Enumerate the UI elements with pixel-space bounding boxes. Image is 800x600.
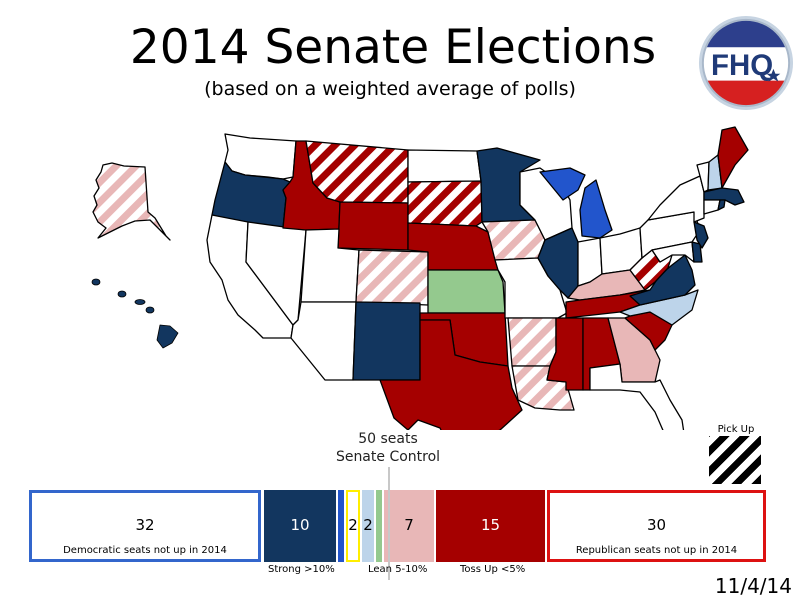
svg-text:FHQ: FHQ [711, 49, 773, 82]
state-ak [92, 162, 171, 241]
dem-not-up-segment: 32 Democratic seats not up in 2014 [29, 490, 261, 562]
state-wy [337, 201, 409, 251]
state-nd [407, 149, 482, 183]
state-az [290, 301, 357, 381]
date-label: 11/4/14 [714, 574, 792, 598]
lean-rep-segment: 7 [384, 490, 434, 562]
strong-dem-segment: 10 [264, 490, 336, 562]
rep-not-up-caption: Republican seats not up in 2014 [575, 545, 738, 556]
state-hi [91, 278, 101, 286]
state-ks [427, 269, 506, 314]
state-ct [703, 199, 721, 215]
state-tx [379, 319, 523, 430]
pickup-label: Pick Up [717, 424, 755, 435]
state-ar [507, 317, 557, 367]
senate-control-line [388, 467, 390, 580]
strong-label: Strong >10% [268, 564, 335, 575]
page-title: 2014 Senate Elections [0, 22, 800, 74]
tossup-label: Toss Up <5% [460, 564, 526, 575]
control-seats-text: 50 seats [358, 431, 418, 447]
pickup-pattern-swatch [709, 436, 761, 484]
state-de [691, 241, 703, 263]
state-mi [539, 167, 613, 239]
state-me [717, 126, 749, 189]
rep-not-up-count: 30 [646, 516, 667, 534]
lean-dem-segment: 2 [362, 490, 374, 562]
state-co [355, 249, 429, 306]
state-fl [589, 363, 685, 430]
fhq-logo: FHQ [698, 15, 794, 111]
subtitle-text: (based on a weighted average of polls) [204, 78, 576, 100]
dem-not-up-count: 32 [135, 516, 155, 534]
page-subtitle: (based on a weighted average of polls) [0, 78, 800, 100]
rep-not-up-segment: 30 Republican seats not up in 2014 [547, 490, 766, 562]
state-nj [693, 221, 709, 249]
lean-label: Lean 5-10% [368, 564, 428, 575]
strong-rep-count: 15 [480, 516, 501, 534]
dem-not-up-caption: Democratic seats not up in 2014 [63, 545, 227, 556]
title-text: 2014 Senate Elections [129, 20, 657, 75]
strong-dem-count: 10 [290, 516, 310, 534]
state-sd [407, 180, 483, 227]
state-ny [647, 175, 705, 223]
kansas-ind-segment [376, 490, 382, 562]
us-map [91, 126, 749, 430]
lean-dem-count: 2 [363, 516, 373, 534]
independent-count: 2 [348, 516, 358, 534]
state-nm [352, 301, 421, 381]
state-ri [717, 199, 726, 211]
toss-dem-segment [338, 490, 344, 562]
lean-rep-count: 7 [404, 516, 414, 534]
control-text: Senate Control [335, 449, 441, 465]
strong-rep-segment: 15 [436, 490, 545, 562]
senate-control-label: 50 seats Senate Control [318, 430, 458, 466]
independent-segment: 2 [346, 490, 360, 562]
